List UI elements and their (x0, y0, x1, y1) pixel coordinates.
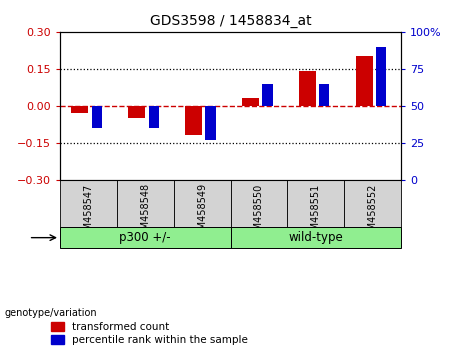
Bar (60, 228, 230, 248)
Text: wild-type: wild-type (289, 231, 343, 244)
Legend: transformed count, percentile rank within the sample: transformed count, percentile rank withi… (51, 322, 248, 345)
Text: GSM458547: GSM458547 (83, 183, 94, 242)
Bar (319, 84, 330, 106)
Text: genotype/variation: genotype/variation (5, 308, 97, 318)
Bar (92, 106, 102, 128)
Bar (128, 106, 145, 118)
Text: GSM458549: GSM458549 (197, 183, 207, 242)
Text: GSM458550: GSM458550 (254, 183, 264, 242)
Text: GSM458551: GSM458551 (311, 183, 321, 242)
Bar (287, 179, 344, 228)
Bar (206, 106, 216, 139)
Bar (344, 179, 401, 228)
Text: GSM458548: GSM458548 (140, 183, 150, 242)
Bar (242, 98, 259, 106)
Bar (355, 57, 372, 106)
Bar (262, 84, 272, 106)
Bar (174, 179, 230, 228)
Text: GSM458552: GSM458552 (367, 183, 378, 243)
Bar (299, 71, 316, 106)
Bar (148, 106, 159, 128)
Bar (117, 179, 174, 228)
Bar (185, 106, 202, 135)
Bar (230, 228, 401, 248)
Bar (71, 106, 89, 113)
Title: GDS3598 / 1458834_at: GDS3598 / 1458834_at (150, 14, 311, 28)
Bar (230, 179, 287, 228)
Bar (376, 47, 386, 106)
Text: p300 +/-: p300 +/- (119, 231, 171, 244)
Bar (60, 179, 117, 228)
